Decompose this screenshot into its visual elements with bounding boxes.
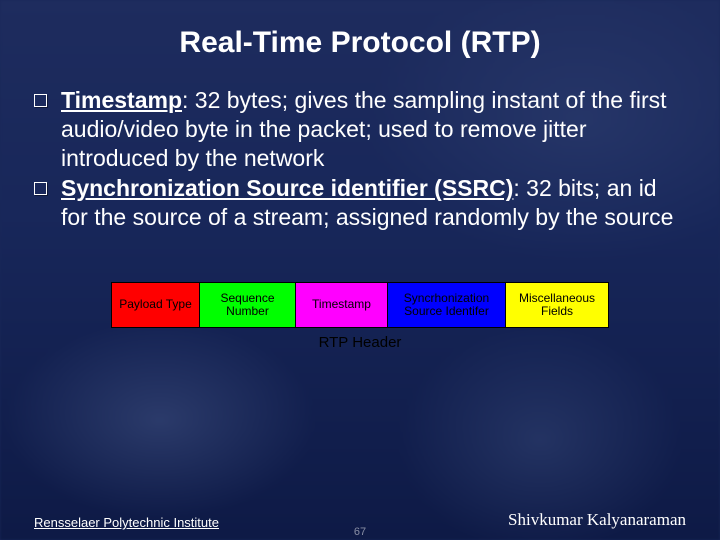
bullet-item: Synchronization Source identifier (SSRC)… [34,174,686,232]
footer-left: Rensselaer Polytechnic Institute [34,515,219,530]
rtp-header-diagram: Payload TypeSequence NumberTimestampSync… [34,282,686,351]
rtp-header-cell: Sequence Number [200,283,296,327]
bullet-text: Timestamp: 32 bytes; gives the sampling … [61,86,686,172]
page-number: 67 [354,526,366,538]
bullet-marker-icon [34,94,47,107]
bullet-list: Timestamp: 32 bytes; gives the sampling … [34,86,686,234]
rtp-header-caption: RTP Header [319,334,402,351]
rtp-header-cell: Syncrhonization Source Identifer [388,283,506,327]
bullet-strong: Timestamp [61,87,182,113]
bullet-strong: Synchronization Source identifier (SSRC) [61,175,513,201]
slide-title: Real-Time Protocol (RTP) [34,26,686,60]
bullet-item: Timestamp: 32 bytes; gives the sampling … [34,86,686,172]
bullet-text: Synchronization Source identifier (SSRC)… [61,174,686,232]
rtp-header-cell: Miscellaneous Fields [506,283,608,327]
rtp-header-row: Payload TypeSequence NumberTimestampSync… [111,282,609,328]
rtp-header-cell: Payload Type [112,283,200,327]
footer-right: Shivkumar Kalyanaraman [508,510,686,530]
bullet-marker-icon [34,182,47,195]
rtp-header-cell: Timestamp [296,283,388,327]
slide: Real-Time Protocol (RTP) Timestamp: 32 b… [0,0,720,540]
